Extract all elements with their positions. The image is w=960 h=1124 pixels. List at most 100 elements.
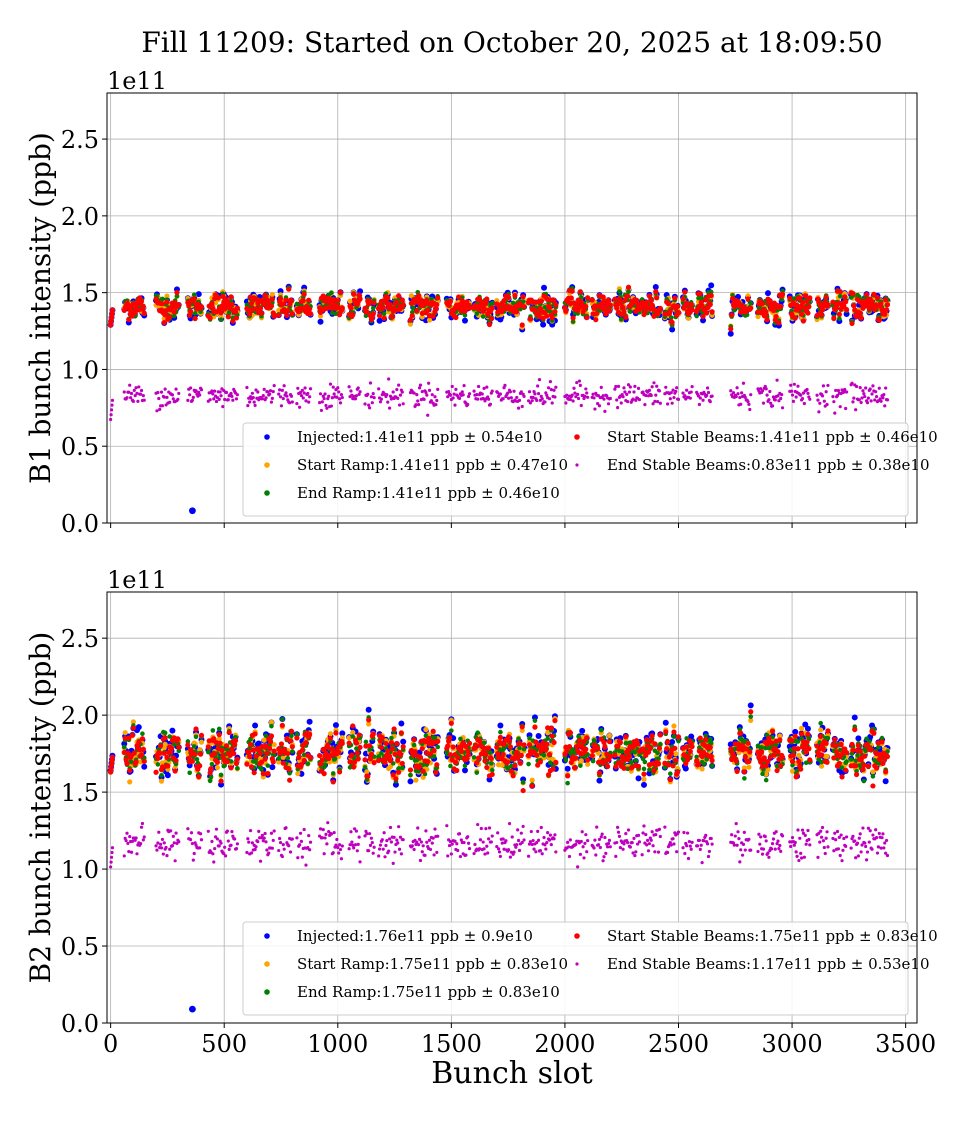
data-point: [643, 403, 646, 406]
data-point: [874, 390, 877, 393]
data-point: [371, 306, 376, 311]
data-point: [746, 765, 751, 770]
data-point: [270, 297, 275, 302]
data-point: [569, 295, 574, 300]
data-point: [212, 397, 215, 400]
data-point: [594, 311, 599, 316]
data-point: [654, 394, 657, 397]
data-point: [671, 723, 676, 728]
data-point: [467, 305, 472, 310]
data-point: [301, 389, 304, 392]
data-point: [807, 295, 812, 300]
data-point: [271, 397, 274, 400]
data-point: [625, 393, 628, 396]
data-point: [253, 401, 256, 404]
data-point: [654, 295, 659, 300]
data-point: [749, 393, 752, 396]
data-point: [137, 385, 140, 388]
data-point: [289, 734, 294, 739]
data-point: [863, 395, 866, 398]
data-point: [422, 398, 425, 401]
data-point: [805, 310, 810, 315]
data-point: [280, 717, 285, 722]
data-point: [126, 317, 131, 322]
data-point: [861, 389, 864, 392]
data-point: [550, 315, 555, 320]
x-tick-label: 0: [103, 1030, 118, 1058]
data-point: [774, 398, 777, 401]
data-point: [338, 397, 341, 400]
x-tick-label: 2500: [648, 1030, 709, 1058]
data-point: [681, 391, 684, 394]
data-point: [769, 402, 772, 405]
data-point: [467, 395, 470, 398]
data-point: [553, 302, 558, 307]
data-point: [490, 305, 495, 310]
data-point: [736, 386, 739, 389]
data-point: [435, 399, 438, 402]
data-point: [186, 303, 191, 308]
data-point: [462, 318, 468, 324]
data-point: [579, 758, 584, 763]
data-point: [251, 392, 254, 395]
data-point: [550, 388, 553, 391]
data-point: [606, 298, 611, 303]
y-tick-label: 2.0: [61, 203, 99, 231]
data-point: [307, 719, 313, 725]
data-point: [553, 395, 556, 398]
data-point: [416, 399, 419, 402]
data-point: [826, 384, 829, 387]
data-point: [413, 391, 416, 394]
data-point: [208, 315, 213, 320]
data-point: [452, 396, 455, 399]
data-point: [192, 396, 195, 399]
data-point: [306, 392, 309, 395]
data-point: [331, 771, 336, 776]
data-point: [855, 735, 861, 741]
data-point: [468, 392, 471, 395]
data-point: [591, 393, 594, 396]
data-point: [514, 309, 519, 314]
legend-label: End Ramp:1.41e11 ppb ± 0.46e10: [297, 484, 560, 502]
data-point: [864, 292, 869, 297]
data-point: [433, 395, 436, 398]
data-point: [339, 401, 342, 404]
data-point: [884, 307, 889, 312]
data-point: [852, 714, 858, 720]
data-point: [295, 402, 298, 405]
data-point: [414, 308, 419, 313]
data-point: [210, 389, 213, 392]
data-point: [172, 397, 175, 400]
data-point: [221, 405, 224, 408]
data-point: [156, 391, 159, 394]
data-point: [764, 317, 769, 322]
legend-marker: [264, 434, 270, 440]
data-point: [607, 308, 612, 313]
data-point: [301, 298, 306, 303]
data-point: [171, 393, 174, 396]
data-point: [790, 390, 793, 393]
data-point: [521, 405, 524, 408]
data-point: [291, 400, 294, 403]
data-point: [619, 317, 624, 322]
data-point: [834, 389, 837, 392]
data-point: [225, 391, 228, 394]
data-point: [487, 322, 492, 327]
data-point: [427, 317, 432, 322]
data-point: [787, 296, 792, 301]
data-point: [266, 763, 271, 768]
data-point: [123, 390, 126, 393]
data-point: [675, 386, 678, 389]
data-point: [435, 295, 440, 300]
data-point: [195, 757, 200, 762]
data-point: [621, 309, 626, 314]
data-point: [502, 397, 505, 400]
data-point: [795, 395, 798, 398]
data-point: [593, 407, 596, 410]
data-point: [337, 390, 340, 393]
data-point: [333, 722, 339, 728]
y-axis-label: B2 bunch intensity (ppb): [24, 632, 57, 984]
data-point: [456, 294, 461, 299]
data-point: [538, 378, 541, 381]
data-point: [862, 392, 865, 395]
